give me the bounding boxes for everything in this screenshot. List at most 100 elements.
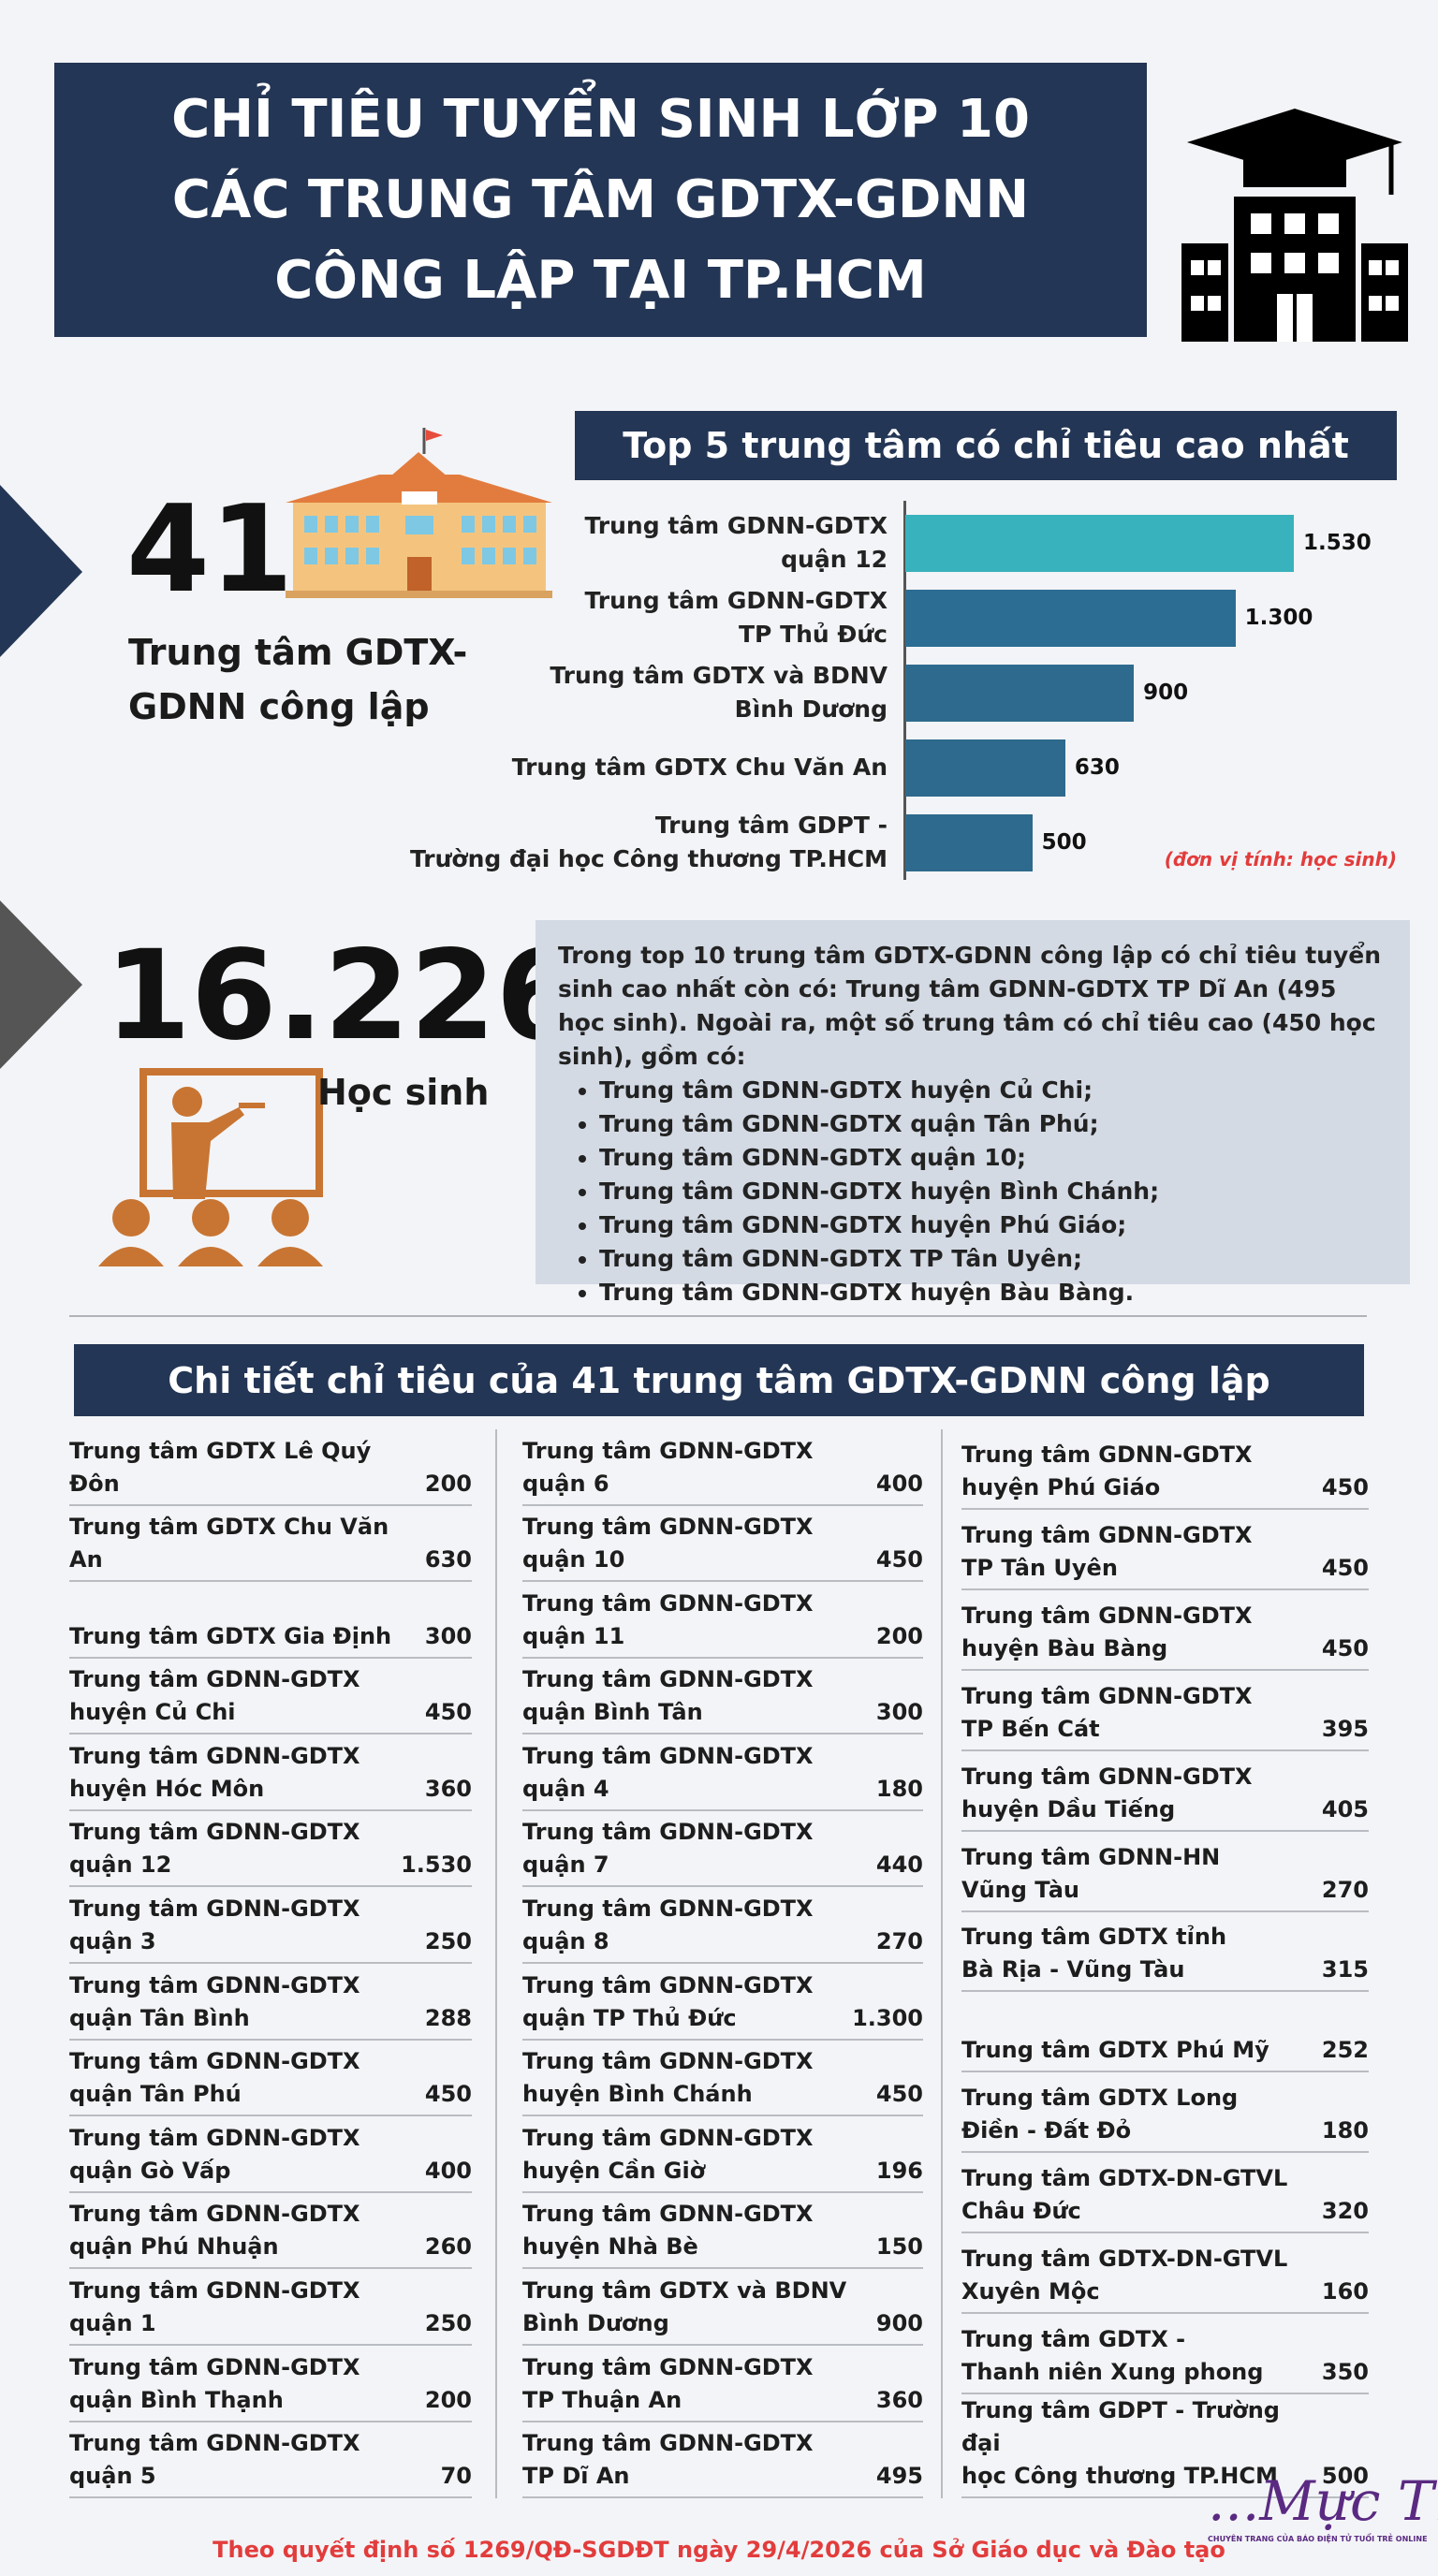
quota-value: 270: [875, 1928, 923, 1955]
arrow-marker: [0, 900, 82, 1069]
center-name: Trung tâm GDNN-GDTX huyện Hóc Môn: [69, 1742, 360, 1802]
center-name: Trung tâm GDNN-GDTX quận 6: [522, 1437, 814, 1497]
table-row: Trung tâm GDNN-GDTX quận 7 440: [522, 1811, 923, 1888]
quota-value: 180: [1321, 2117, 1369, 2144]
quota-value: 360: [875, 2386, 923, 2413]
quota-value: 160: [1321, 2278, 1369, 2305]
quota-value: 350: [1321, 2359, 1369, 2386]
table-row: Trung tâm GDTX Chu Văn An 630: [69, 1506, 472, 1583]
bar: [905, 664, 1135, 722]
quota-value: 450: [1321, 1554, 1369, 1581]
center-name: Trung tâm GDNN-GDTX quận Tân Phú: [69, 2048, 360, 2108]
quota-value: 450: [424, 2081, 472, 2108]
quota-value: 450: [875, 2081, 923, 2108]
stat-number: 41: [126, 480, 294, 620]
table-row: Trung tâm GDNN-GDTX quận TP Thủ Đức 1.300: [522, 1964, 923, 2041]
quota-value: 450: [1321, 1473, 1369, 1500]
category-label: Trung tâm GDPT - Trường đại học Công thư…: [409, 812, 888, 872]
table-row: Trung tâm GDNN-GDTX quận Phú Nhuận 260: [69, 2193, 472, 2270]
center-name: Trung tâm GDTX-DN-GTVL Xuyên Mộc: [961, 2246, 1288, 2305]
info-item: Trung tâm GDNN-GDTX TP Tân Uyên;: [599, 1242, 1387, 1276]
info-item: Trung tâm GDNN-GDTX huyện Bàu Bàng.: [599, 1276, 1387, 1310]
center-name: Trung tâm GDTX Phú Mỹ: [961, 2037, 1269, 2064]
center-name: Trung tâm GDNN-GDTX quận TP Thủ Đức: [522, 1971, 814, 2031]
center-name: Trung tâm GDTX Long Điền - Đất Đỏ: [961, 2085, 1239, 2144]
table-row: Trung tâm GDTX - Thanh niên Xung phong 35…: [961, 2314, 1369, 2395]
teacher-icon: [98, 1068, 323, 1266]
stat-label: Trung tâm GDTX- GDNN công lập: [128, 632, 468, 727]
table-row: Trung tâm GDNN-GDTX quận 11 200: [522, 1582, 923, 1659]
table-row: Trung tâm GDNN-GDTX huyện Dầu Tiếng 405: [961, 1751, 1369, 1832]
center-name: Trung tâm GDTX-DN-GTVL Châu Đức: [961, 2165, 1288, 2225]
quota-value: 180: [875, 1775, 923, 1802]
value-label: 1.530: [1303, 531, 1372, 555]
center-name: Trung tâm GDTX tỉnh Bà Rịa - Vũng Tàu: [961, 1924, 1227, 1983]
table-row: Trung tâm GDNN-GDTX quận 6 400: [522, 1429, 923, 1506]
info-list: Trung tâm GDNN-GDTX huyện Củ Chi;Trung t…: [558, 1074, 1387, 1310]
table-row: Trung tâm GDNN-GDTX quận Bình Thạnh 200: [69, 2346, 472, 2422]
table-row: Trung tâm GDNN-GDTX TP Tân Uyên 450: [961, 1510, 1369, 1590]
quota-value: 495: [875, 2463, 923, 2490]
center-name: Trung tâm GDNN-GDTX huyện Bình Chánh: [522, 2048, 814, 2108]
center-name: Trung tâm GDNN-GDTX huyện Dầu Tiếng: [961, 1763, 1253, 1822]
info-item: Trung tâm GDNN-GDTX huyện Bình Chánh;: [599, 1175, 1387, 1208]
center-name: Trung tâm GDTX - Thanh niên Xung phong: [961, 2326, 1264, 2386]
quota-value: 315: [1321, 1956, 1369, 1983]
quota-value: 450: [424, 1699, 472, 1726]
table-row: Trung tâm GDPT - Trường đại học Công thư…: [961, 2394, 1369, 2499]
chart-title: Top 5 trung tâm có chỉ tiêu cao nhất: [575, 411, 1397, 480]
value-label: 500: [1041, 830, 1087, 855]
center-name: Trung tâm GDNN-GDTX quận Bình Thạnh: [69, 2353, 360, 2413]
table-row: Trung tâm GDNN-GDTX quận 1 250: [69, 2269, 472, 2346]
table-row: Trung tâm GDNN-GDTX quận Tân Phú 450: [69, 2041, 472, 2117]
quota-value: 405: [1321, 1795, 1369, 1822]
quota-value: 450: [875, 1546, 923, 1573]
category-label: Trung tâm GDTX và BDNV Bình Dương: [550, 662, 888, 723]
quota-value: 395: [1321, 1715, 1369, 1742]
table-row: Trung tâm GDNN-GDTX quận Bình Tân 300: [522, 1659, 923, 1735]
table-row: Trung tâm GDNN-GDTX TP Dĩ An 495: [522, 2422, 923, 2499]
quota-value: 250: [424, 1928, 472, 1955]
center-name: Trung tâm GDNN-GDTX TP Thuận An: [522, 2353, 814, 2413]
info-box: Trong top 10 trung tâm GDTX-GDNN công lậ…: [536, 920, 1410, 1306]
quota-value: 252: [1321, 2037, 1369, 2064]
quota-value: 150: [875, 2233, 923, 2261]
table-row: Trung tâm GDNN-GDTX quận Tân Bình 288: [69, 1964, 472, 2041]
stat-label: Học sinh: [317, 1072, 490, 1113]
bar: [905, 813, 1033, 871]
center-name: Trung tâm GDNN-GDTX quận Bình Tân: [522, 1666, 814, 1726]
bar: [905, 739, 1065, 797]
quota-value: 1.300: [852, 2004, 923, 2031]
center-name: Trung tâm GDNN-GDTX quận 8: [522, 1895, 814, 1955]
center-name: Trung tâm GDNN-GDTX quận 10: [522, 1514, 814, 1573]
value-label: 1.300: [1244, 606, 1313, 630]
title-line: CÁC TRUNG TÂM GDTX-GDNN: [171, 168, 1030, 230]
quota-value: 440: [875, 1852, 923, 1879]
value-label: 630: [1074, 755, 1120, 780]
center-name: Trung tâm GDPT - Trường đại học Công thư…: [961, 2397, 1280, 2490]
title-line: CÔNG LẬP TẠI TP.HCM: [274, 249, 927, 311]
info-item: Trung tâm GDNN-GDTX quận 10;: [599, 1141, 1387, 1175]
center-name: Trung tâm GDTX Lê Quý Đôn: [69, 1437, 372, 1497]
quota-value: 200: [424, 1470, 472, 1497]
center-name: Trung tâm GDNN-GDTX quận 11: [522, 1589, 814, 1649]
title-line: CHỈ TIÊU TUYỂN SINH LỚP 10: [171, 88, 1030, 150]
table-column: Trung tâm GDTX Lê Quý Đôn 200 Trung tâm GD…: [69, 1429, 472, 2499]
info-text: Trong top 10 trung tâm GDTX-GDNN công lậ…: [558, 942, 1382, 1070]
stat-number: 16.226: [105, 924, 582, 1068]
quota-value: 1.530: [401, 1852, 472, 1879]
arrow-marker: [0, 485, 82, 657]
unit-note: (đơn vị tính: học sinh): [1164, 848, 1397, 871]
logo-tagline: CHUYÊN TRANG CỦA BÁO ĐIỆN TỬ TUỔI TRẺ ON…: [1208, 2535, 1428, 2543]
table-row: Trung tâm GDNN-GDTX quận Gò Vấp 400: [69, 2116, 472, 2193]
table-row: Trung tâm GDTX Long Điền - Đất Đỏ 180: [961, 2072, 1369, 2154]
source-note: Theo quyết định số 1269/QĐ-SGDĐT ngày 29…: [213, 2537, 1225, 2563]
info-item: Trung tâm GDNN-GDTX huyện Phú Giáo;: [599, 1208, 1387, 1242]
table-row: Trung tâm GDNN-HN Vũng Tàu 270: [961, 1832, 1369, 1912]
table-row: Trung tâm GDNN-GDTX quận 10 450: [522, 1506, 923, 1583]
quota-value: 630: [424, 1546, 472, 1573]
center-name: Trung tâm GDNN-HN Vũng Tàu: [961, 1843, 1221, 1903]
center-name: Trung tâm GDNN-GDTX huyện Phú Giáo: [961, 1441, 1253, 1500]
table-column: Trung tâm GDNN-GDTX quận 6 400 Trung tâm G…: [522, 1429, 923, 2499]
